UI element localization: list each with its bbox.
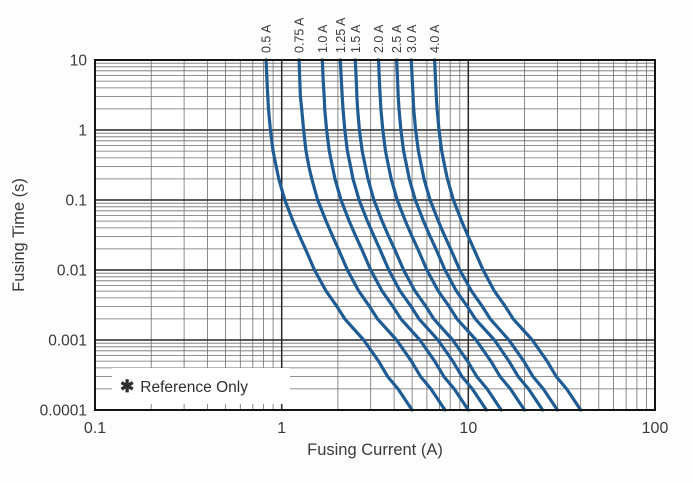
fuse-curve-2A	[376, 58, 527, 412]
curve-label-4A: 4.0 A	[428, 24, 442, 53]
curve-label-2A: 2.0 A	[372, 24, 386, 53]
asterisk-icon: ✱	[120, 377, 134, 396]
fuse-curve-1A	[320, 58, 470, 412]
fuse-curve-0.5A	[264, 58, 414, 412]
annotation-text: Reference Only	[140, 379, 248, 396]
y-tick-label-0.0001: 0.0001	[40, 403, 87, 420]
curve-label-1A: 1.0 A	[316, 24, 330, 53]
x-tick-label-0.1: 0.1	[84, 420, 106, 437]
fuse-curve-0.75A	[297, 58, 447, 412]
y-tick-label-10: 10	[70, 53, 88, 70]
reference-only-annotation: ✱ Reference Only	[120, 377, 248, 396]
fuse-curve-2.5A	[395, 58, 545, 412]
y-tick-label-0.01: 0.01	[57, 263, 87, 280]
annotation-box	[112, 368, 290, 404]
y-tick-label-0.001: 0.001	[48, 333, 87, 350]
curve-label-3A: 3.0 A	[405, 24, 419, 53]
fuse-curve-3A	[409, 58, 559, 412]
y-tick-label-1: 1	[78, 123, 87, 140]
x-axis-title: Fusing Current (A)	[307, 441, 443, 459]
x-tick-label-10: 10	[459, 420, 477, 437]
x-tick-label-100: 100	[642, 420, 669, 437]
curve-label-0.5A: 0.5 A	[260, 24, 274, 53]
plot-frame	[94, 59, 656, 411]
fuse-curve-4A	[433, 58, 583, 412]
curve-label-1.5A: 1.5 A	[349, 24, 363, 53]
curve-label-2.5A: 2.5 A	[390, 24, 404, 53]
x-tick-label-1: 1	[277, 420, 286, 437]
fuse-curve-1.5A	[353, 58, 503, 412]
y-axis-title: Fusing Time (s)	[10, 178, 28, 292]
y-tick-label-0.1: 0.1	[65, 193, 87, 210]
curve-label-1.25A: 1.25 A	[334, 17, 348, 53]
curve-label-0.75A: 0.75 A	[293, 17, 307, 53]
fuse-curve-1.25A	[338, 58, 488, 412]
